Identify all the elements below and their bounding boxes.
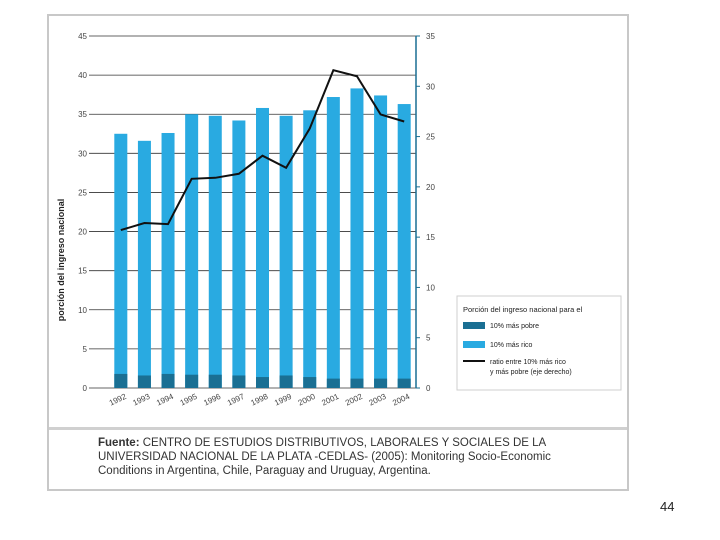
- y2-tick-label: 0: [426, 384, 431, 393]
- y-tick-label: 30: [78, 149, 87, 158]
- bar-poorest-10: [185, 374, 199, 388]
- y2-tick-label: 30: [426, 82, 435, 91]
- bar-richest-10: [114, 133, 128, 388]
- y-tick-label: 45: [78, 32, 87, 41]
- y-tick-label: 10: [78, 306, 87, 315]
- x-tick-label: 1998: [249, 392, 269, 408]
- page-number: 44: [660, 499, 675, 514]
- y2-tick-label: 5: [426, 334, 431, 343]
- y-tick-label: 15: [78, 267, 87, 276]
- bar-poorest-10: [374, 378, 388, 388]
- bar-poorest-10: [326, 378, 340, 388]
- x-tick-label: 1997: [226, 392, 246, 408]
- source-text: CENTRO DE ESTUDIOS DISTRIBUTIVOS, LABORA…: [98, 437, 551, 477]
- y2-tick-label: 20: [426, 183, 435, 192]
- bar-poorest-10: [397, 378, 411, 388]
- bar-richest-10: [256, 107, 269, 388]
- bars: [114, 88, 411, 389]
- bar-richest-10: [137, 140, 151, 388]
- ratio-polyline: [120, 69, 405, 232]
- y-tick-label: 40: [78, 71, 87, 80]
- bar-poorest-10: [161, 373, 175, 388]
- y-tick-label: 25: [78, 188, 87, 197]
- bar-richest-10: [161, 132, 175, 388]
- legend-item-poorest-swatch: [463, 322, 485, 329]
- bar-poorest-10: [279, 375, 293, 388]
- bar-richest-10: [279, 115, 293, 388]
- bar-poorest-10: [350, 378, 364, 388]
- bar-poorest-10: [232, 375, 246, 388]
- x-tick-label: 1992: [108, 392, 128, 408]
- x-tick-label: 1994: [155, 392, 175, 408]
- y-tick-label: 35: [78, 110, 87, 119]
- y2-tick-label: 35: [426, 32, 435, 41]
- x-tick-label: 2003: [368, 392, 388, 408]
- x-tick-label: 1995: [179, 392, 199, 408]
- y-axis-label: porción del ingreso nacional: [56, 199, 66, 322]
- x-tick-label: 2004: [391, 392, 411, 408]
- bar-richest-10: [303, 110, 317, 389]
- ratio-line: [120, 69, 405, 232]
- y2-tick-label: 15: [426, 233, 435, 242]
- bar-richest-10: [397, 104, 411, 388]
- x-tick-label: 1996: [202, 392, 222, 408]
- bar-richest-10: [232, 120, 246, 388]
- x-tick-label: 1999: [273, 392, 293, 408]
- legend-item-richest-swatch: [463, 341, 485, 348]
- bar-richest-10: [208, 115, 222, 388]
- x-tick-label: 2002: [344, 392, 364, 408]
- bar-poorest-10: [256, 377, 269, 388]
- y-tick-label: 5: [83, 345, 88, 354]
- legend: Porción del ingreso nacional para el 10%…: [456, 295, 622, 391]
- bar-poorest-10: [208, 374, 222, 388]
- bar-richest-10: [185, 114, 199, 388]
- x-tick-label: 2001: [320, 392, 340, 408]
- bar-richest-10: [326, 97, 340, 388]
- bar-richest-10: [350, 88, 364, 389]
- bar-poorest-10: [303, 377, 317, 388]
- legend-item-ratio-label-line2: y más pobre (eje derecho): [490, 369, 572, 376]
- divider: [49, 427, 627, 430]
- source-label: Fuente:: [98, 437, 140, 449]
- bar-richest-10: [374, 95, 388, 389]
- source-note: Fuente: CENTRO DE ESTUDIOS DISTRIBUTIVOS…: [98, 436, 598, 478]
- bar-poorest-10: [114, 373, 128, 388]
- y-tick-label: 0: [83, 384, 88, 393]
- legend-item-poorest-label: 10% más pobre: [490, 323, 539, 330]
- x-tick-label: 2000: [297, 392, 317, 408]
- legend-item-ratio-label: ratio entre 10% más rico: [490, 359, 566, 366]
- legend-title: Porción del ingreso nacional para el: [463, 305, 583, 314]
- y2-tick-label: 10: [426, 283, 435, 292]
- bar-poorest-10: [137, 375, 151, 388]
- legend-item-richest-label: 10% más rico: [490, 342, 533, 349]
- y2-tick-label: 25: [426, 133, 435, 142]
- x-tick-label: 1993: [131, 392, 151, 408]
- y-tick-label: 20: [78, 228, 87, 237]
